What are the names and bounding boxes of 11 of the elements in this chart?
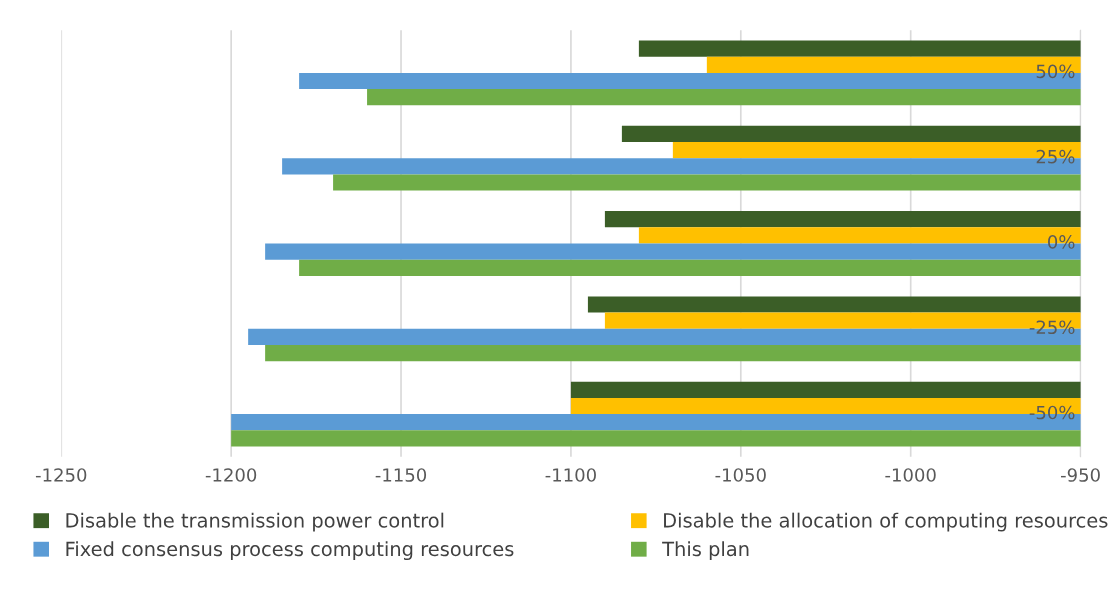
x-tick-label: -1250 xyxy=(35,468,87,482)
x-tick-label: -1200 xyxy=(205,468,257,482)
x-tick-label: -1150 xyxy=(375,468,427,482)
legend-label: Disable the transmission power control xyxy=(66,512,444,532)
x-tick-label: -1100 xyxy=(545,468,596,482)
x-tick-label: -950 xyxy=(1060,468,1100,482)
legend-label: Disable the allocation of computing resources xyxy=(664,512,1108,532)
legend-label: Fixed consensus process computing resources xyxy=(66,541,514,561)
legend-label: This plan xyxy=(662,541,749,561)
x-tick-label: -1000 xyxy=(885,468,936,482)
x-tick-label: -1050 xyxy=(715,468,766,482)
